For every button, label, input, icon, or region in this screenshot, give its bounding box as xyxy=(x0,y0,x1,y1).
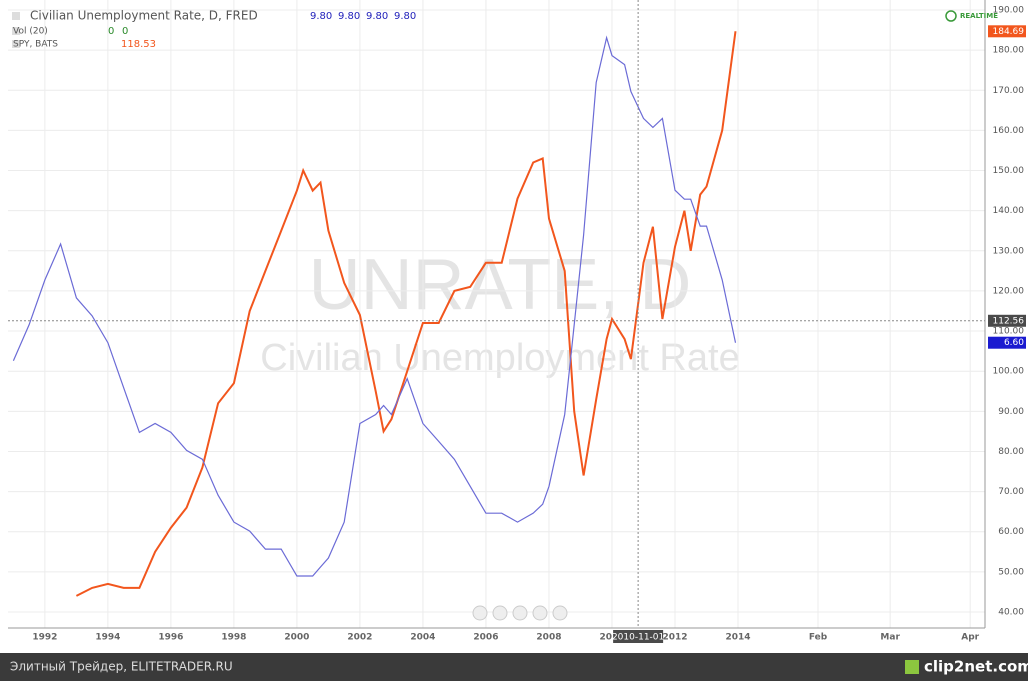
price-tag xyxy=(988,336,1026,349)
y-tick-label: 130.00 xyxy=(993,246,1025,256)
legend-value: 0 xyxy=(122,26,128,37)
footer-text: Элитный Трейдер, ELITETRADER.RU xyxy=(10,660,233,674)
y-tick-label: 140.00 xyxy=(993,206,1025,216)
legend-value: 118.53 xyxy=(121,39,156,50)
plot xyxy=(12,31,737,597)
nav-right[interactable] xyxy=(552,605,568,621)
nav-buttons xyxy=(472,605,568,621)
realtime: REALTIME xyxy=(960,12,998,20)
y-tick-label: 190.00 xyxy=(993,5,1025,15)
nav-left[interactable] xyxy=(472,605,488,621)
price-tag-label: 6.60 xyxy=(1004,338,1024,348)
x-tick-label: 2008 xyxy=(536,633,561,643)
y-tick-label: 120.00 xyxy=(993,286,1025,296)
watermark: Civilian Unemployment Rate xyxy=(260,337,739,379)
price-tag xyxy=(988,25,1026,38)
y-tick-label: 60.00 xyxy=(998,527,1024,537)
clip2net-icon xyxy=(905,660,919,674)
x-tick-label: 1992 xyxy=(32,633,57,643)
legend-icon xyxy=(12,12,20,20)
legend-name: SPY, BATS xyxy=(13,40,58,50)
watermark: UNRATE, D xyxy=(309,245,692,325)
y-tick-label: 80.00 xyxy=(998,447,1024,457)
x-tick-label: Feb xyxy=(809,633,828,643)
x-tick-label: Mar xyxy=(880,633,900,643)
x-tick-label: 2006 xyxy=(473,633,498,643)
zoom-in[interactable] xyxy=(532,605,548,621)
x-tick-label: 2012 xyxy=(662,633,687,643)
y-tick-label: 110.00 xyxy=(993,327,1025,337)
x-tick-label: 1996 xyxy=(158,633,183,643)
legend-value: 9.80 xyxy=(366,11,388,22)
y-tick-label: 70.00 xyxy=(998,487,1024,497)
footer-logo: clip2net.com xyxy=(924,658,1028,676)
x-tick-label: 2004 xyxy=(410,633,435,643)
legend-icon xyxy=(12,40,20,48)
realtime-icon xyxy=(945,10,957,22)
crosshair-x-tag xyxy=(613,630,664,643)
price-tag-label: 184.69 xyxy=(993,27,1025,37)
footer xyxy=(0,653,1028,681)
y-tick-label: 90.00 xyxy=(998,407,1024,417)
x-tick-label: 2010 xyxy=(599,633,624,643)
crosshair-y-tag xyxy=(988,314,1026,327)
legend-value: 9.80 xyxy=(310,11,332,22)
y-tick-label: 180.00 xyxy=(993,46,1025,56)
series-line xyxy=(12,35,737,577)
x-tick-label: 2000 xyxy=(284,633,309,643)
legend-icon xyxy=(12,27,20,35)
y-tick-label: 160.00 xyxy=(993,126,1025,136)
x-tick-label: 1994 xyxy=(95,633,120,643)
y-tick-label: 170.00 xyxy=(993,86,1025,96)
legend: Civilian Unemployment Rate, D, FRED 9.80 9… xyxy=(12,9,416,50)
legend-name: Civilian Unemployment Rate, D, FRED xyxy=(30,9,258,23)
x-tick-label: 2002 xyxy=(347,633,372,643)
y-tick-label: 50.00 xyxy=(998,567,1024,577)
reset[interactable] xyxy=(512,605,528,621)
x-tick-label: 1998 xyxy=(221,633,246,643)
legend-name: Vol (20) xyxy=(13,27,48,37)
crosshair-x-label: 2010-11-01 xyxy=(612,633,664,643)
legend-value: 9.80 xyxy=(394,11,416,22)
x-tick-label: 2014 xyxy=(725,633,750,643)
legend-value: 0 xyxy=(108,26,114,37)
series-line xyxy=(75,31,737,597)
y-tick-label: 150.00 xyxy=(993,166,1025,176)
x-tick-label: Apr xyxy=(961,633,979,643)
crosshair-y-label: 112.56 xyxy=(993,316,1025,326)
zoom-out[interactable] xyxy=(492,605,508,621)
y-tick-label: 40.00 xyxy=(998,607,1024,617)
legend-value: 9.80 xyxy=(338,11,360,22)
y-tick-label: 100.00 xyxy=(993,367,1025,377)
